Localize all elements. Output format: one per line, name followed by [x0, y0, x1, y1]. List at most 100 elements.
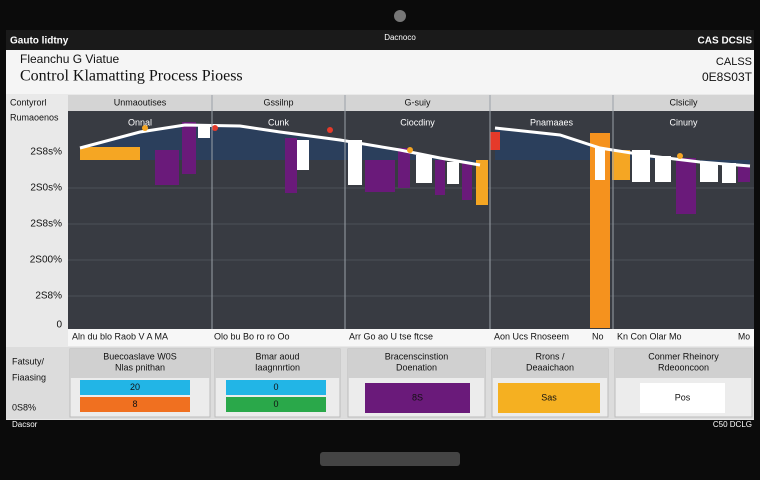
dot [677, 153, 683, 159]
card-value: 20 [130, 382, 140, 392]
bar [416, 155, 432, 183]
card-title: Rrons / [535, 351, 565, 361]
dividers [211, 95, 614, 345]
card-bar [226, 397, 326, 412]
card-value: 8 [132, 399, 137, 409]
card-title: Bmar aoud [255, 351, 299, 361]
column-label: Cunk [268, 117, 290, 127]
card-value: Pos [675, 392, 691, 402]
y-label: 0 [56, 320, 62, 331]
column-label: Ciocdiny [400, 117, 435, 127]
axis-title: Contyrorl [10, 97, 47, 107]
y-label: 2S00% [30, 255, 62, 266]
bar [365, 160, 395, 192]
column-header: Clsicily [670, 97, 698, 107]
column-header: Unmaoutises [114, 97, 167, 107]
bar [590, 133, 610, 328]
grid [68, 187, 754, 297]
card-header [215, 349, 340, 378]
bar [722, 163, 736, 183]
subtitle: Fleanchu G Viatue [20, 52, 120, 66]
card-header [615, 349, 752, 378]
header-right-bottom: 0E8S03T [702, 70, 753, 84]
title: Control Klamatting Process Pioess [20, 68, 243, 85]
card-row-label: Fiaasing [12, 372, 46, 382]
top-bar [6, 30, 754, 50]
bar [80, 147, 140, 160]
footer-right: C50 DCLG [713, 420, 752, 429]
x-label: Kn Con Olar Mo [617, 331, 682, 341]
bar [398, 148, 410, 188]
card-title: Doenation [396, 362, 437, 372]
footer-bar [6, 420, 754, 430]
bar [676, 158, 696, 214]
footer-left: Dacsor [12, 420, 38, 429]
stand [320, 452, 460, 466]
card-value: Sas [541, 392, 557, 402]
x-label: Mo [738, 331, 750, 341]
card-title: Bracenscinstion [385, 351, 449, 361]
card-header [492, 349, 608, 378]
column-header-row [68, 95, 754, 111]
chart-decor [79, 122, 751, 328]
x-label-row [68, 329, 754, 346]
bar [198, 126, 210, 138]
column-label: Pnamaaes [530, 117, 574, 127]
x-label: Arr Go ao U tse ftcse [349, 331, 433, 341]
dot [407, 147, 413, 153]
x-label: No [592, 331, 604, 341]
card-bar [365, 383, 470, 413]
header [6, 50, 754, 94]
top-center: Dacnoco [384, 33, 416, 42]
bar [182, 122, 196, 174]
card-title: Buecoaslave W0S [103, 351, 177, 361]
bar [655, 156, 671, 182]
bar [700, 162, 718, 182]
dot [142, 125, 148, 131]
bar [476, 160, 488, 205]
bar [297, 140, 309, 170]
column-label: Cinuny [669, 117, 698, 127]
top-right: CAS DCSIS [698, 36, 753, 47]
x-label: Aln du blo Raob V A MA [72, 331, 168, 341]
axis-title: Rumaoenos [10, 112, 59, 122]
card-bar [498, 383, 600, 413]
card-bar [80, 397, 190, 412]
card-title: Rdeooncoon [658, 362, 709, 372]
bar [632, 150, 650, 182]
column-header: Gssilnp [263, 97, 293, 107]
bar [612, 150, 630, 180]
card-title: Conmer Rheinory [648, 351, 719, 361]
card-bar [226, 380, 326, 395]
y-label: 2S0s% [30, 183, 62, 194]
y-label: 2S8s% [30, 147, 62, 158]
bar [490, 132, 500, 150]
card-title: Nlas pnithan [115, 362, 165, 372]
card-title: Iaagnnrtion [255, 362, 300, 372]
x-label: Olo bu Bo ro ro Oo [214, 331, 290, 341]
x-label: Aon Ucs Rnoseem [494, 331, 569, 341]
bar [435, 160, 445, 195]
card-value: 0 [273, 399, 278, 409]
card-value: 8S [412, 392, 423, 402]
bar [738, 166, 750, 182]
card-bar [80, 380, 190, 395]
line [494, 126, 751, 168]
card-row-label: Fatsuty/ [12, 356, 45, 366]
bar [155, 150, 179, 185]
column-header: G-suiy [404, 97, 431, 107]
area [80, 125, 480, 165]
bar [462, 162, 472, 200]
bar [447, 162, 459, 184]
dot [327, 127, 333, 133]
card-header [70, 349, 210, 378]
card-header [348, 349, 485, 378]
bar [348, 140, 362, 185]
card-row-value: 0S8% [12, 402, 36, 412]
dot [212, 125, 218, 131]
card-bar [640, 383, 725, 413]
top-left: Gauto lidtny [10, 36, 69, 47]
camera [394, 10, 406, 22]
column-label: Onnal [128, 117, 152, 127]
